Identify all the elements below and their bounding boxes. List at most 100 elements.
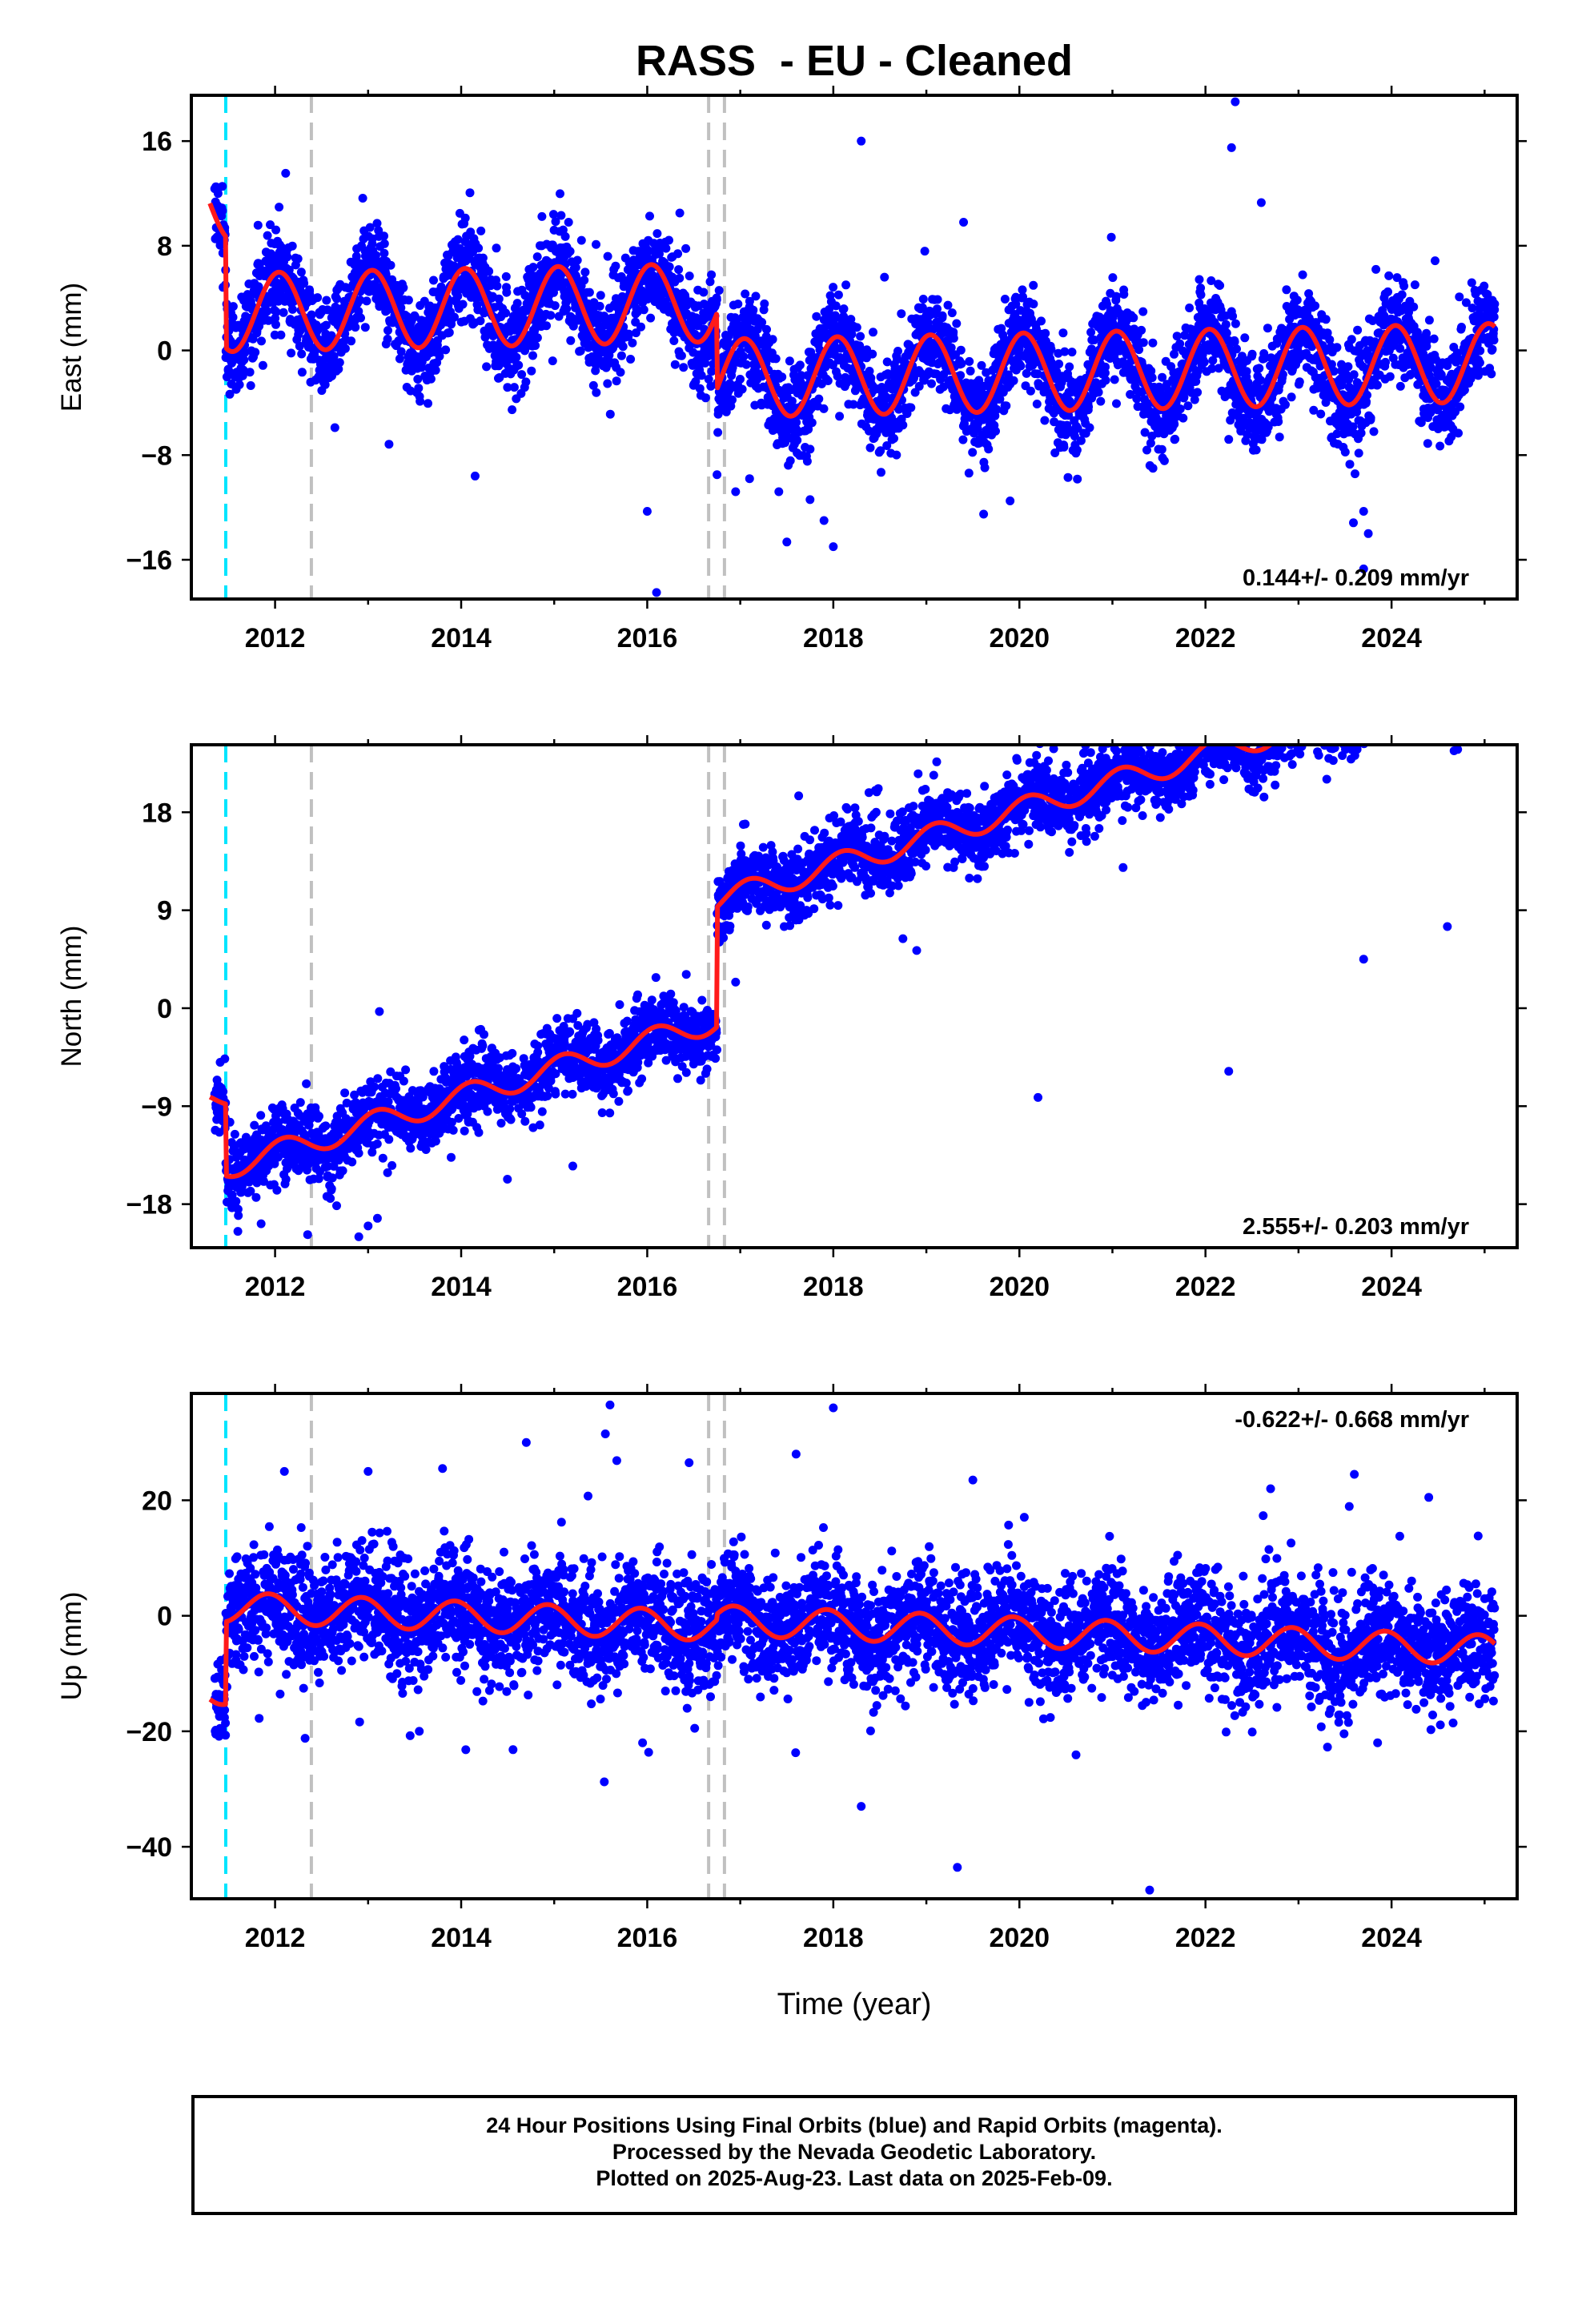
data-point	[1242, 367, 1251, 376]
data-point	[1454, 428, 1463, 438]
data-point	[1170, 420, 1179, 429]
data-point	[334, 364, 343, 374]
data-point	[1112, 399, 1121, 408]
data-point	[701, 393, 710, 403]
data-point	[618, 342, 628, 352]
data-point	[494, 294, 504, 304]
data-point	[645, 211, 654, 221]
data-point	[964, 468, 974, 478]
data-point	[492, 243, 501, 253]
data-point	[1059, 442, 1069, 452]
outlier-point	[592, 239, 601, 249]
plot-area-north	[208, 745, 1463, 1248]
x-tick-label: 2016	[617, 623, 678, 653]
data-point	[616, 351, 626, 360]
y-tick-label: 8	[157, 231, 172, 262]
data-point	[218, 206, 227, 215]
data-point	[218, 182, 227, 191]
data-point	[1395, 344, 1405, 353]
data-point	[802, 456, 812, 466]
data-point	[1295, 377, 1304, 387]
data-point	[572, 255, 582, 265]
x-tick-label: 2020	[989, 623, 1050, 653]
data-point	[652, 229, 662, 239]
outlier-point	[731, 487, 741, 497]
data-point	[814, 394, 824, 404]
data-point	[628, 338, 637, 348]
data-point	[1275, 432, 1284, 442]
data-point	[383, 334, 392, 344]
outlier-point	[1359, 507, 1368, 517]
data-point	[266, 220, 275, 230]
data-point	[521, 377, 531, 387]
data-point	[1383, 287, 1392, 296]
data-point	[1476, 346, 1485, 356]
data-point	[991, 426, 1000, 436]
data-point	[681, 243, 691, 253]
data-point	[351, 323, 360, 332]
data-point	[372, 219, 382, 228]
data-point	[413, 375, 423, 384]
data-point	[898, 420, 908, 430]
data-point	[644, 246, 653, 255]
data-point	[1467, 278, 1476, 287]
data-point	[263, 316, 273, 325]
outlier-point	[857, 136, 866, 146]
data-point	[927, 379, 936, 388]
data-point	[584, 287, 594, 297]
data-point	[745, 296, 754, 306]
data-point	[611, 261, 620, 271]
data-point	[805, 444, 815, 454]
data-point	[476, 316, 485, 326]
data-point	[616, 368, 625, 377]
data-point	[351, 251, 361, 261]
data-point	[228, 312, 238, 322]
panel-north: 2012 2014 2016 2018 2020 2022 2024−18−90918Nor…	[56, 735, 1527, 1302]
data-point	[271, 308, 281, 316]
data-point	[281, 168, 291, 178]
data-point	[528, 263, 538, 272]
data-point	[603, 379, 612, 388]
data-point	[299, 279, 309, 288]
data-point	[739, 352, 749, 361]
outlier-point	[745, 474, 754, 484]
data-point	[527, 366, 536, 376]
data-point	[228, 302, 238, 312]
x-tick-label: 2012	[245, 623, 306, 653]
data-point	[447, 320, 456, 329]
data-point	[429, 275, 438, 285]
data-point	[512, 299, 522, 308]
data-point	[785, 356, 794, 366]
data-point	[1096, 396, 1106, 406]
data-point	[1029, 280, 1038, 290]
data-point	[933, 295, 942, 304]
data-point	[1199, 357, 1209, 367]
data-point	[1009, 376, 1018, 385]
data-point	[1332, 343, 1342, 352]
data-point	[596, 291, 605, 300]
data-point	[571, 263, 580, 272]
data-point	[287, 304, 297, 314]
data-point	[396, 347, 406, 356]
data-point	[399, 283, 408, 292]
data-point	[1372, 380, 1382, 390]
data-point	[362, 296, 371, 306]
data-point	[1221, 320, 1231, 329]
data-point	[1138, 338, 1148, 348]
data-point	[774, 487, 784, 497]
data-point	[550, 301, 560, 311]
data-point	[313, 293, 323, 303]
data-point	[713, 428, 723, 437]
data-point	[691, 376, 701, 386]
data-point	[830, 311, 840, 320]
data-point	[474, 243, 484, 253]
data-point	[1263, 324, 1272, 333]
data-point	[956, 345, 966, 355]
data-point	[453, 235, 463, 244]
data-point	[952, 319, 962, 328]
data-point	[1292, 296, 1302, 305]
outlier-point	[1231, 97, 1240, 107]
data-point	[876, 446, 885, 456]
data-point	[865, 367, 874, 376]
